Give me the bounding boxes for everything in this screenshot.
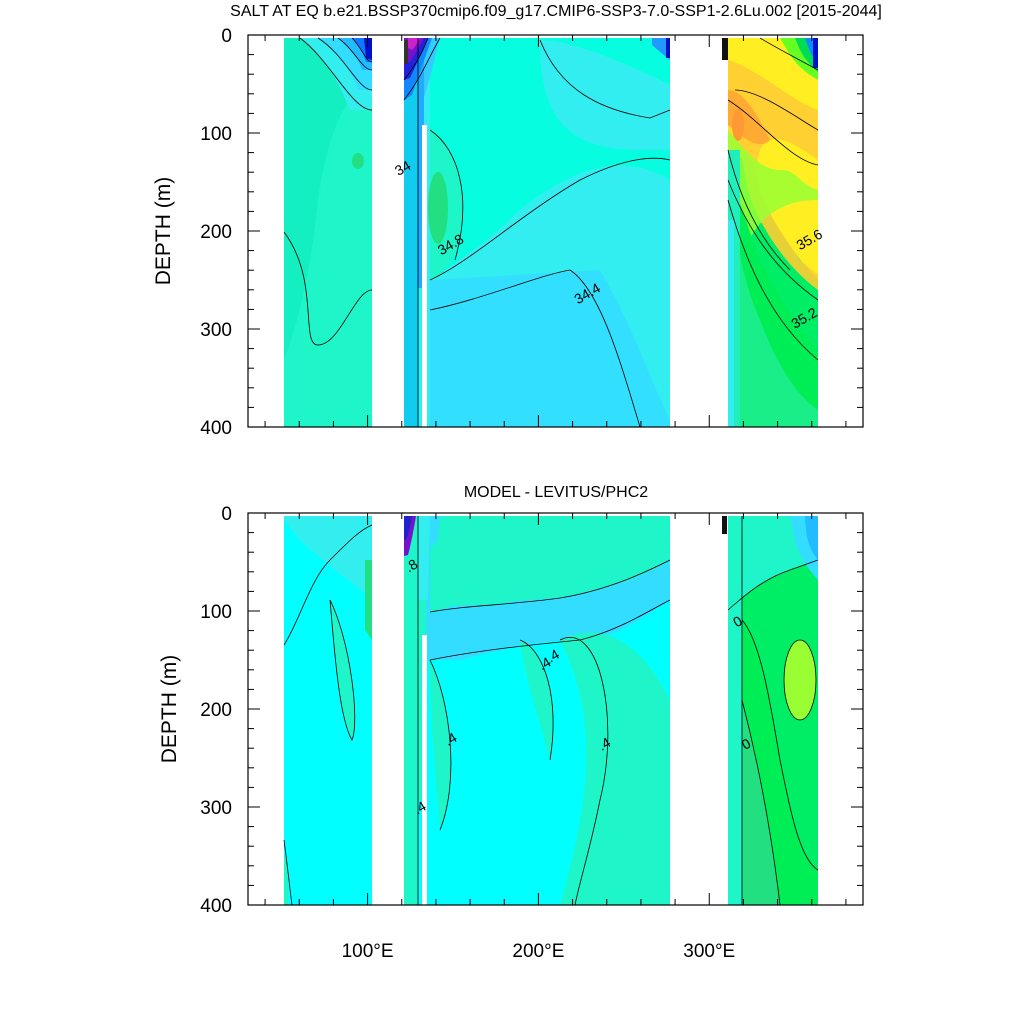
bottom-panel-x-axis: 100°E 200°E 300°E <box>264 513 847 962</box>
bottom-panel-title: MODEL - LEVITUS/PHC2 <box>464 484 648 501</box>
top-panel-title: SALT AT EQ b.e21.BSSP370cmip6.f09_g17.CM… <box>230 3 882 20</box>
top-panel-y-axis: 0 100 200 300 400 <box>200 26 863 439</box>
top-panel-y-axis-label: DEPTH (m) <box>152 177 175 286</box>
y-tick-label: 100 <box>200 124 232 145</box>
y-tick-label: 300 <box>200 798 232 819</box>
x-tick-label: 100°E <box>342 941 394 962</box>
bottom-panel-y-axis-label: DEPTH (m) <box>158 655 181 764</box>
top-panel-x-axis <box>264 35 847 427</box>
top-panel-contour-lines <box>283 37 819 427</box>
y-tick-label: 400 <box>200 896 232 917</box>
top-panel-contour-fill <box>284 38 818 427</box>
y-tick-label: 200 <box>200 700 232 721</box>
bottom-panel-contour-lines <box>283 516 819 905</box>
contour-label: 34 <box>392 157 414 179</box>
y-tick-label: 400 <box>200 418 232 439</box>
bottom-panel-y-axis: 0 100 200 300 400 <box>200 504 863 917</box>
y-tick-label: 0 <box>221 504 232 525</box>
y-tick-label: 200 <box>200 222 232 243</box>
y-tick-label: 300 <box>200 320 232 341</box>
x-tick-label: 200°E <box>512 941 564 962</box>
y-tick-label: 0 <box>221 26 232 47</box>
x-tick-label: 300°E <box>683 941 735 962</box>
bottom-panel-contour-fill <box>284 516 818 905</box>
y-tick-label: 100 <box>200 602 232 623</box>
